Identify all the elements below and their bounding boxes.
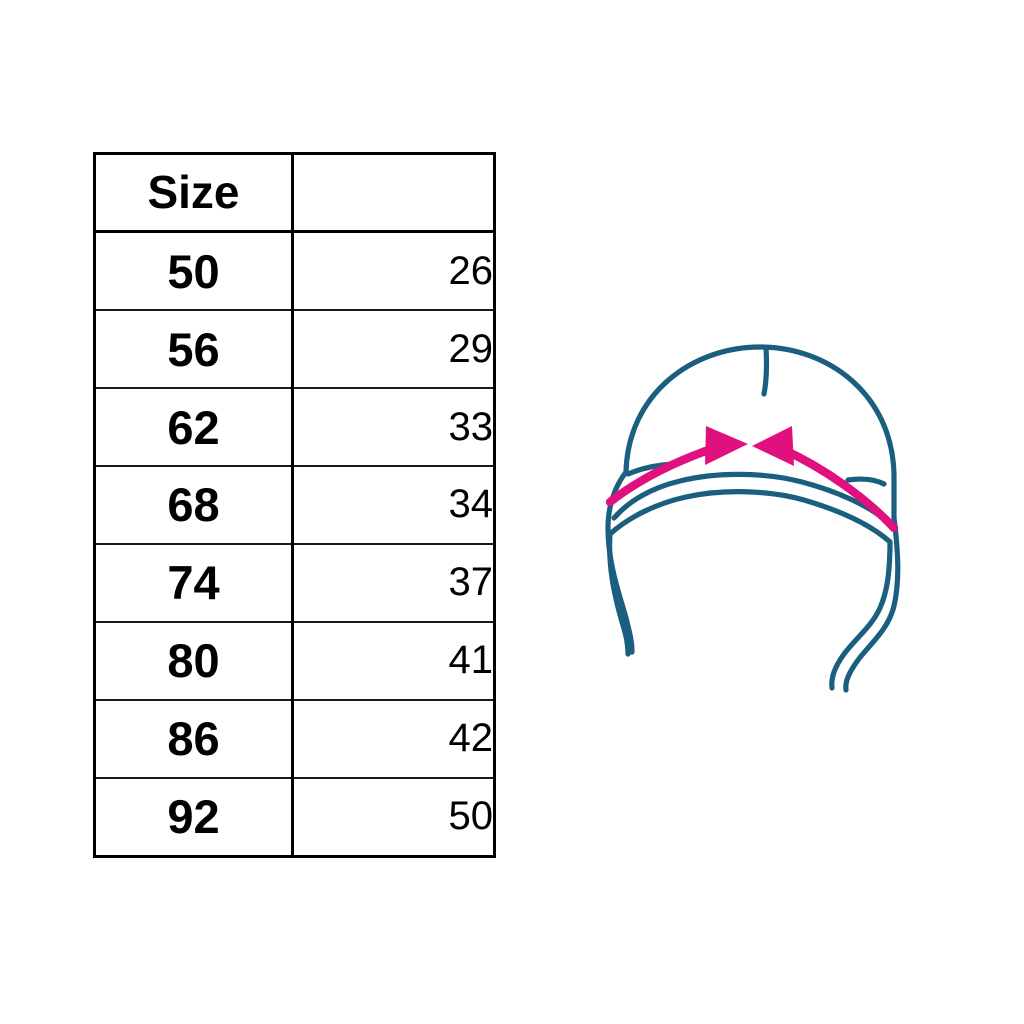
hat-brim-lower-curve <box>607 489 893 545</box>
size-table: Size 50 26 56 29 62 33 68 34 74 37 <box>93 152 496 858</box>
hat-diagram-svg <box>605 344 901 693</box>
table-row: 62 33 <box>94 387 495 466</box>
table-row: 80 41 <box>94 620 495 700</box>
cell-measurement: 37 <box>292 542 495 622</box>
cell-measurement: 50 <box>292 776 495 857</box>
column-header-measurement <box>292 153 495 233</box>
column-header-size: Size <box>94 153 294 233</box>
measurement-arrow-left-head <box>705 426 748 465</box>
table-row: 68 34 <box>94 465 495 544</box>
hat-right-tick-icon <box>845 476 887 487</box>
hat-crown-seam-icon <box>761 345 770 397</box>
cell-size: 50 <box>94 230 294 311</box>
cell-size: 68 <box>94 465 294 544</box>
table-row: 86 42 <box>94 698 495 778</box>
cell-measurement: 26 <box>292 230 495 311</box>
table-header-row: Size <box>94 153 495 233</box>
hat-right-tie <box>829 539 893 691</box>
cell-measurement: 29 <box>292 309 495 389</box>
table-row: 50 26 <box>94 230 495 311</box>
size-table-body: Size 50 26 56 29 62 33 68 34 74 37 <box>94 153 495 857</box>
hat-left-tie <box>607 531 631 657</box>
table-row: 56 29 <box>94 309 495 389</box>
table-row: 92 50 <box>94 776 495 857</box>
cell-size: 92 <box>94 776 294 857</box>
cell-measurement: 34 <box>292 465 495 544</box>
baby-hat-illustration <box>588 322 932 694</box>
hat-brim-upper-curve <box>611 471 891 525</box>
measurement-arc-right <box>779 445 899 533</box>
measurement-arc-left <box>605 443 719 507</box>
measurement-arrow-right-head <box>752 426 794 466</box>
cell-size: 74 <box>94 542 294 622</box>
table-row: 74 37 <box>94 542 495 622</box>
cell-size: 56 <box>94 309 294 389</box>
cell-measurement: 41 <box>292 620 495 700</box>
cell-size: 80 <box>94 620 294 700</box>
hat-right-outer-edge <box>843 515 901 693</box>
hat-crown-arc <box>623 344 897 521</box>
size-chart-table: Size 50 26 56 29 62 33 68 34 74 37 <box>93 152 496 858</box>
cell-measurement: 33 <box>292 387 495 466</box>
cell-measurement: 42 <box>292 698 495 778</box>
cell-size: 86 <box>94 698 294 778</box>
cell-size: 62 <box>94 387 294 466</box>
